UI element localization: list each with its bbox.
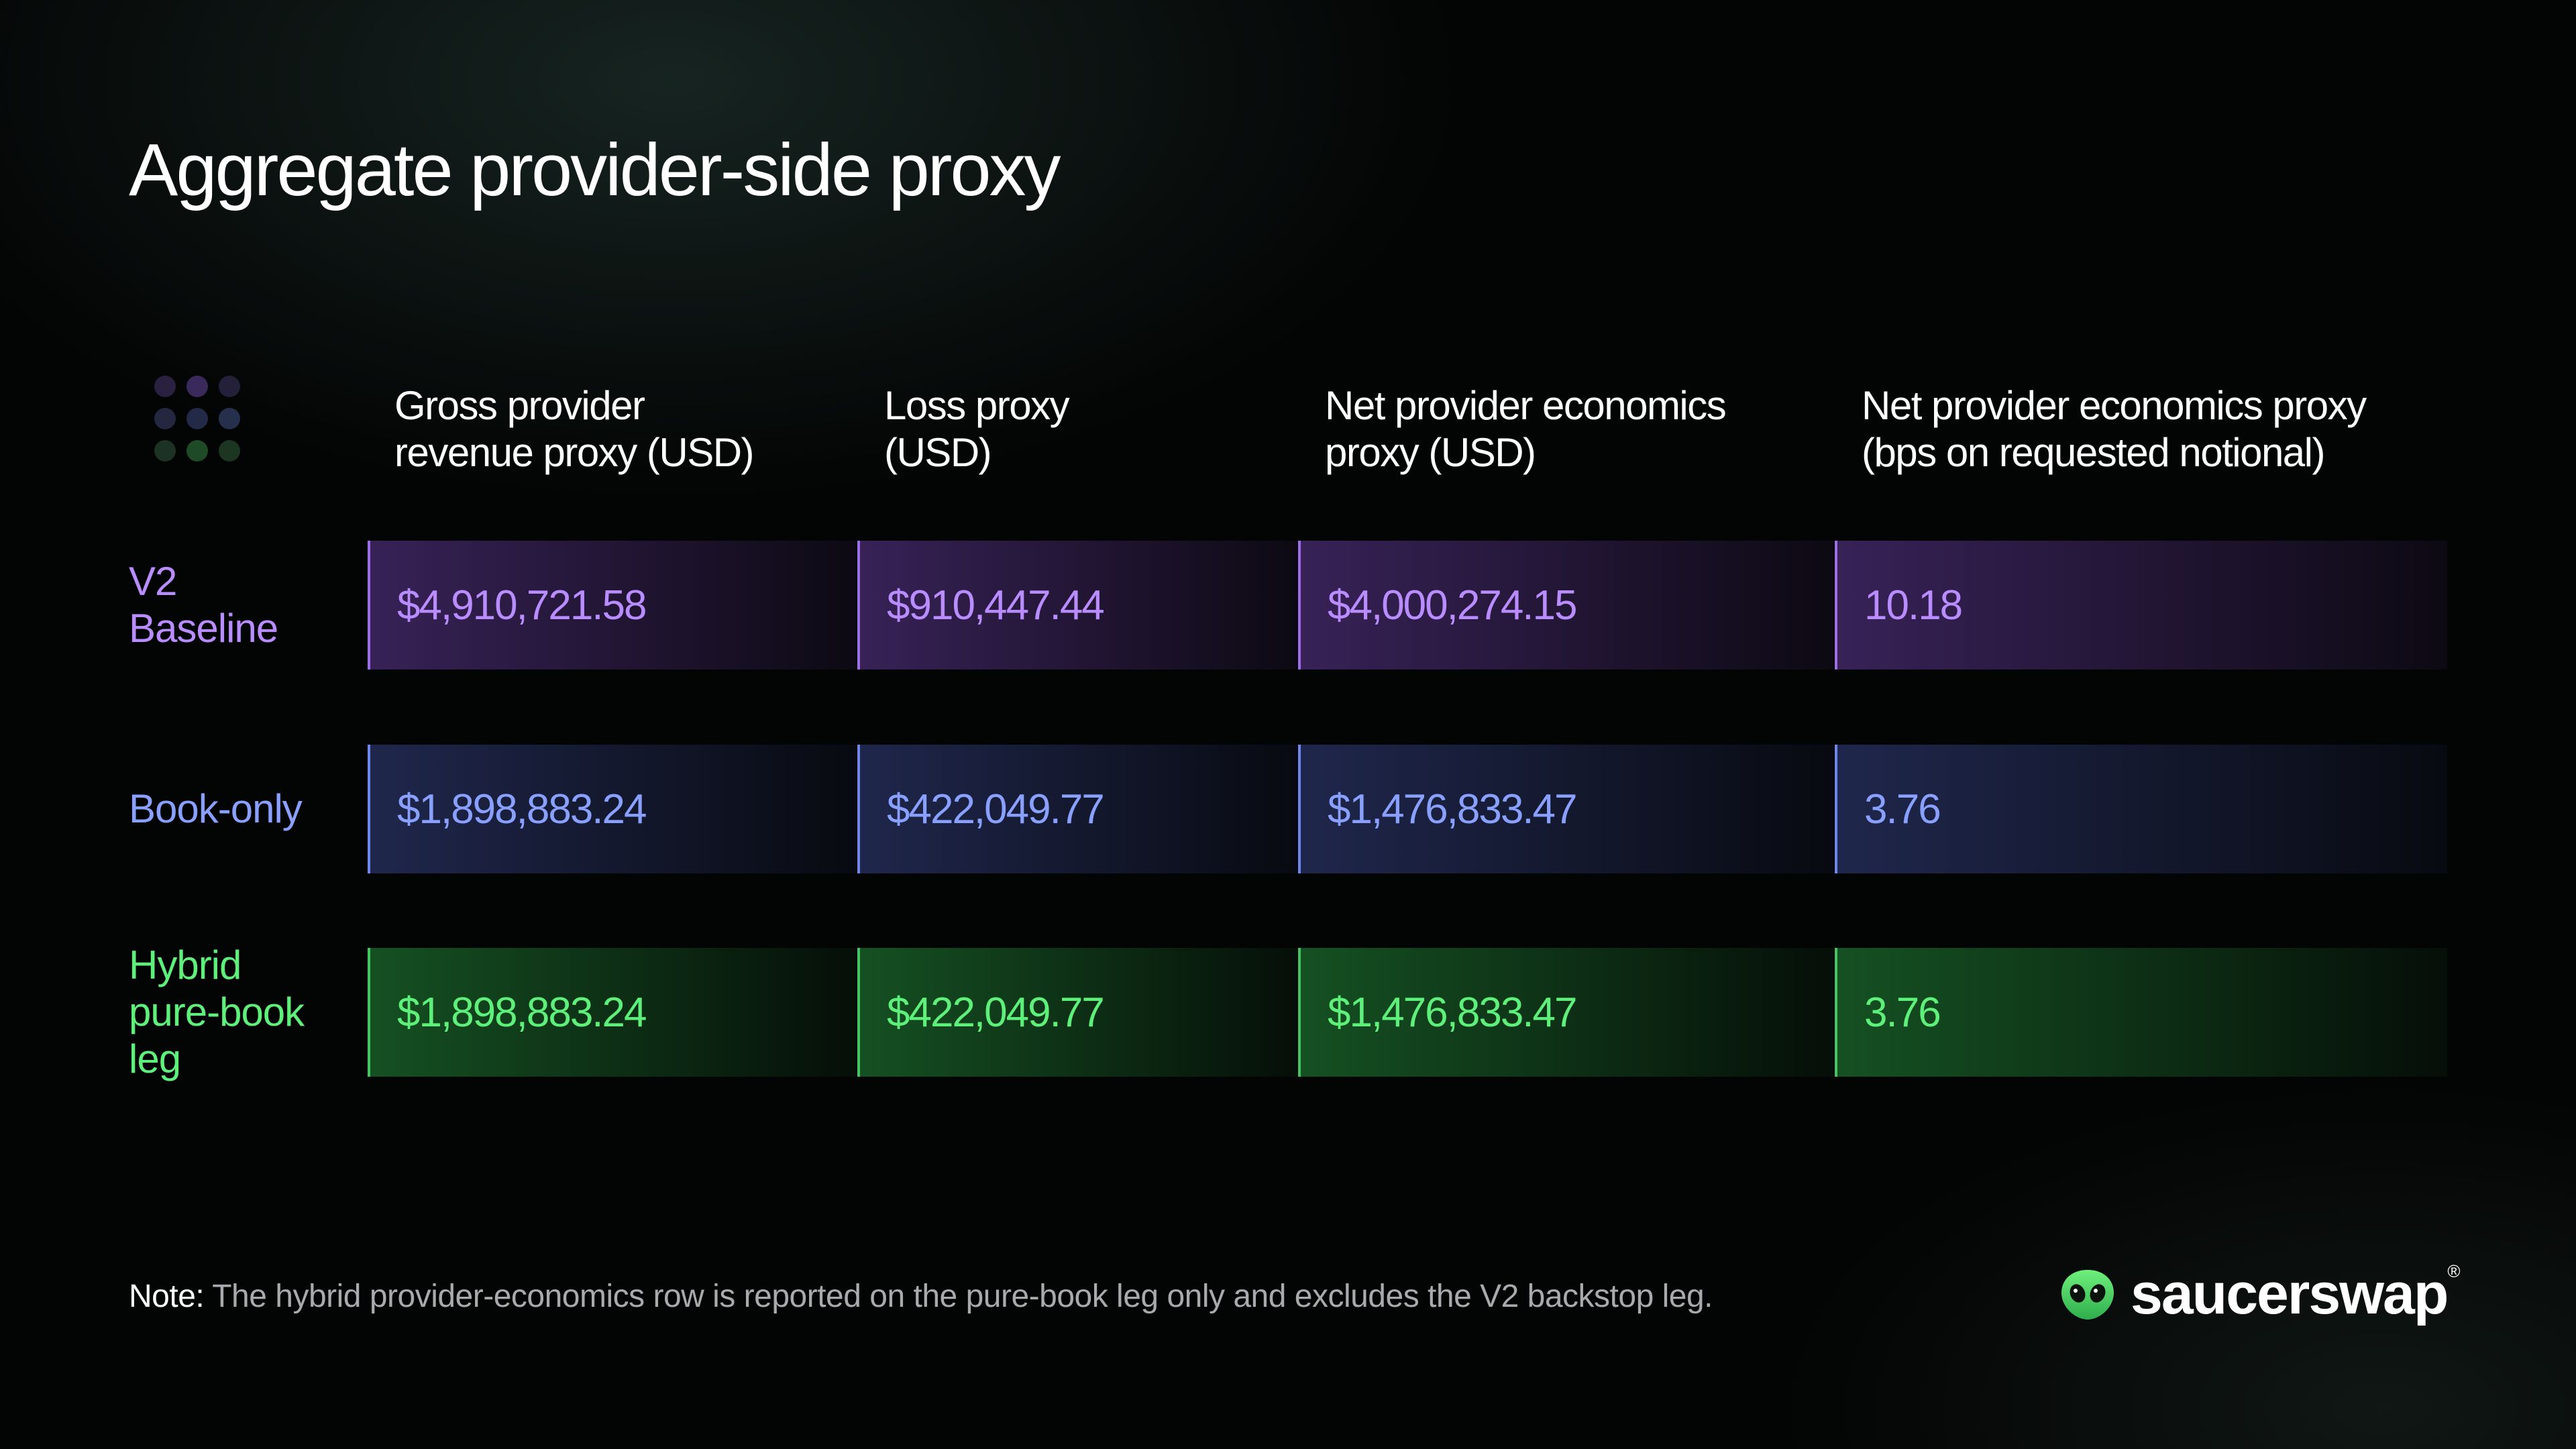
page-title: Aggregate provider-side proxy: [129, 129, 1061, 211]
saucerswap-logo: saucerswap®: [2059, 1261, 2461, 1328]
row-label: Book-only: [129, 745, 303, 873]
table-cell: $422,049.77: [857, 948, 1297, 1077]
table-cell: $4,910,721.58: [368, 541, 856, 669]
dot: [219, 440, 240, 462]
row-label-line: Baseline: [129, 606, 278, 651]
row-label-line: V2: [129, 559, 177, 604]
footnote: Note: The hybrid provider-economics row …: [129, 1278, 1713, 1315]
table-cell: $422,049.77: [857, 745, 1297, 873]
table-cell: 3.76: [1835, 948, 2447, 1077]
dot: [154, 408, 176, 429]
column-header-net-economics-bps: Net provider economics proxy (bps on req…: [1862, 382, 2367, 476]
dot: [219, 376, 240, 397]
column-header-net-economics: Net provider economics proxy (USD): [1325, 382, 1727, 476]
row-label: Hybrid pure-book leg: [129, 943, 305, 1081]
alien-head-icon: [2061, 1269, 2114, 1320]
dot: [154, 376, 176, 397]
column-header-gross-revenue: Gross provider revenue proxy (USD): [394, 382, 755, 476]
column-header-line: (USD): [884, 430, 992, 475]
row-label: V2 Baseline: [129, 541, 278, 669]
table-cell: $4,000,274.15: [1298, 541, 1833, 669]
table-cell: $1,898,883.24: [368, 948, 856, 1077]
dot: [219, 408, 240, 429]
row-label-line: Hybrid: [129, 943, 241, 987]
dot: [186, 408, 208, 429]
table-cell: 10.18: [1835, 541, 2447, 669]
table-cell: 3.76: [1835, 745, 2447, 873]
logo-text: saucerswap: [2131, 1262, 2449, 1326]
column-header-line: Loss proxy: [884, 383, 1070, 428]
table-cell: $1,476,833.47: [1298, 745, 1833, 873]
footnote-label: Note:: [129, 1279, 205, 1314]
dot: [186, 376, 208, 397]
column-header-line: proxy (USD): [1325, 430, 1536, 475]
column-header-line: Net provider economics: [1325, 383, 1727, 428]
row-label-line: pure-book: [129, 989, 305, 1034]
footnote-text: The hybrid provider-economics row is rep…: [204, 1279, 1713, 1314]
table-cell: $1,476,833.47: [1298, 948, 1833, 1077]
column-header-loss: Loss proxy (USD): [884, 382, 1070, 476]
dot: [154, 440, 176, 462]
row-label-line: leg: [129, 1036, 181, 1081]
registered-mark: ®: [2447, 1261, 2460, 1281]
dot-grid-icon: [154, 376, 240, 462]
dot: [186, 440, 208, 462]
column-header-line: Net provider economics proxy: [1862, 383, 2367, 428]
table-cell: $910,447.44: [857, 541, 1297, 669]
table-cell: $1,898,883.24: [368, 745, 856, 873]
column-header-line: revenue proxy (USD): [394, 430, 755, 475]
logo-wordmark: saucerswap®: [2131, 1261, 2461, 1328]
row-label-line: Book-only: [129, 786, 303, 831]
column-header-line: Gross provider: [394, 383, 645, 428]
column-header-line: (bps on requested notional): [1862, 430, 2325, 475]
